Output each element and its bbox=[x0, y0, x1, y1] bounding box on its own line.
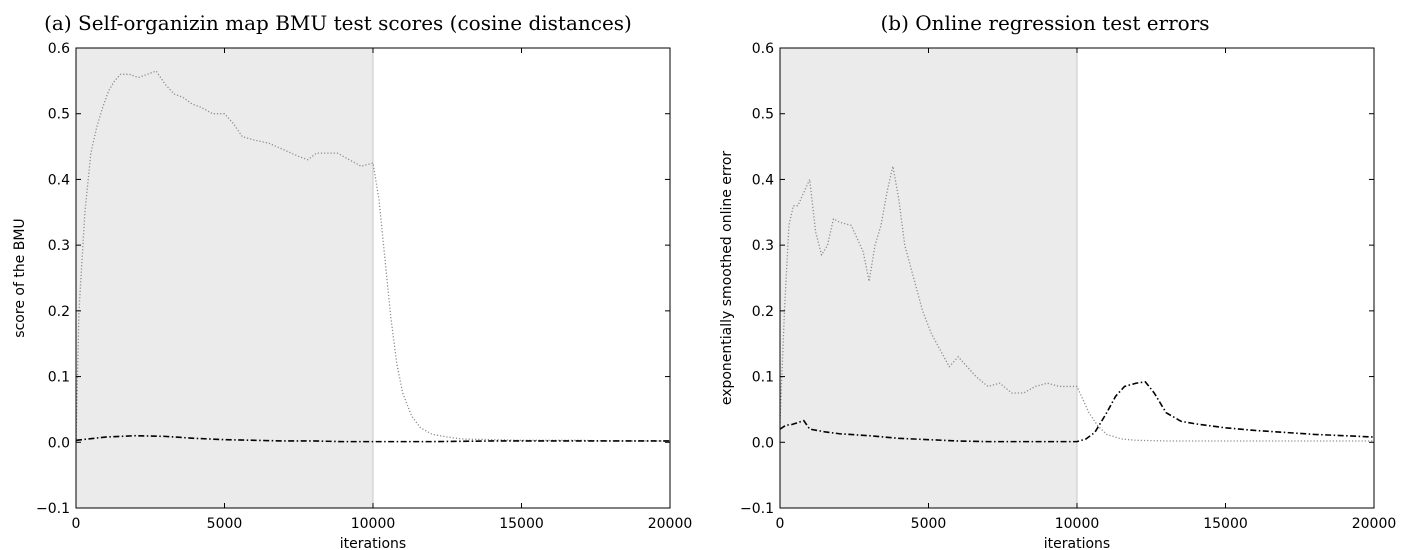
panel-b-y-tick-label: 0.3 bbox=[752, 238, 774, 254]
panel-b-series-group bbox=[779, 165, 1375, 443]
panel-a-x-axis-label: iterations bbox=[340, 536, 406, 550]
panel-b-x-tick-label: 20000 bbox=[1352, 516, 1397, 532]
panel-b-title: (b) Online regression test errors bbox=[880, 11, 1209, 35]
panel-b-y-ticks: −0.1 0.0 0.1 0.2 0.3 0.4 0.5 0.6 bbox=[740, 41, 1374, 517]
panel-a-x-ticks: 0 5000 10000 15000 20000 bbox=[72, 48, 693, 532]
panel-a-y-tick-label: 0.1 bbox=[48, 370, 70, 386]
panel-b-x-ticks: 0 5000 10000 15000 20000 bbox=[776, 48, 1397, 532]
panel-b-x-tick-label: 10000 bbox=[1055, 516, 1100, 532]
panel-b-series-dotted-line bbox=[779, 165, 1374, 442]
panel-b-y-tick-label: 0.4 bbox=[752, 172, 774, 188]
panel-a-x-tick-label: 20000 bbox=[648, 516, 693, 532]
panel-a-y-tick-label: 0.2 bbox=[48, 304, 70, 320]
panel-b-y-tick-label: 0.0 bbox=[752, 435, 774, 451]
panel-a-x-tick-label: 5000 bbox=[207, 516, 243, 532]
panel-b-y-tick-label: 0.5 bbox=[752, 107, 774, 123]
panel-b-x-axis-label: iterations bbox=[1044, 536, 1110, 550]
panel-b-y-tick-label: 0.6 bbox=[752, 41, 774, 57]
panel-b-chart: 0 5000 10000 15000 20000 −0.1 0.0 0.1 0.2 0.3 0.4… bbox=[719, 11, 1396, 550]
panel-a-chart: 0 5000 10000 15000 20000 −0.1 0.0 0.1 0.2 0.3 0.4… bbox=[12, 11, 692, 550]
panel-b-shaded-region bbox=[780, 48, 1077, 508]
panel-a-y-ticks: −0.1 0.0 0.1 0.2 0.3 0.4 0.5 0.6 bbox=[36, 41, 670, 517]
panel-b-y-tick-label: −0.1 bbox=[740, 501, 774, 517]
panel-a-y-axis-label: score of the BMU bbox=[12, 218, 28, 337]
panel-b-series-dashdot-line bbox=[779, 381, 1375, 443]
panel-b-y-tick-label: 0.1 bbox=[752, 370, 774, 386]
panel-b-x-tick-label: 5000 bbox=[911, 516, 947, 532]
panel-a-x-tick-label: 10000 bbox=[351, 516, 396, 532]
panel-a-y-tick-label: 0.6 bbox=[48, 41, 70, 57]
panel-b-x-tick-label: 0 bbox=[776, 516, 785, 532]
panel-b-y-tick-label: 0.2 bbox=[752, 304, 774, 320]
panel-b-y-axis-label: exponentially smoothed online error bbox=[719, 151, 735, 406]
panel-a-y-tick-label: 0.5 bbox=[48, 107, 70, 123]
panel-a-shaded-region bbox=[76, 48, 373, 508]
panel-a-x-tick-label: 0 bbox=[72, 516, 81, 532]
panel-b-x-tick-label: 15000 bbox=[1203, 516, 1248, 532]
panel-a-y-tick-label: 0.4 bbox=[48, 172, 70, 188]
panel-a-title: (a) Self-organizin map BMU test scores (… bbox=[44, 11, 632, 35]
panel-a-y-tick-label: 0.3 bbox=[48, 238, 70, 254]
panel-a-y-tick-label: 0.0 bbox=[48, 435, 70, 451]
panel-a-x-tick-label: 15000 bbox=[499, 516, 544, 532]
panel-a-y-tick-label: −0.1 bbox=[36, 501, 70, 517]
